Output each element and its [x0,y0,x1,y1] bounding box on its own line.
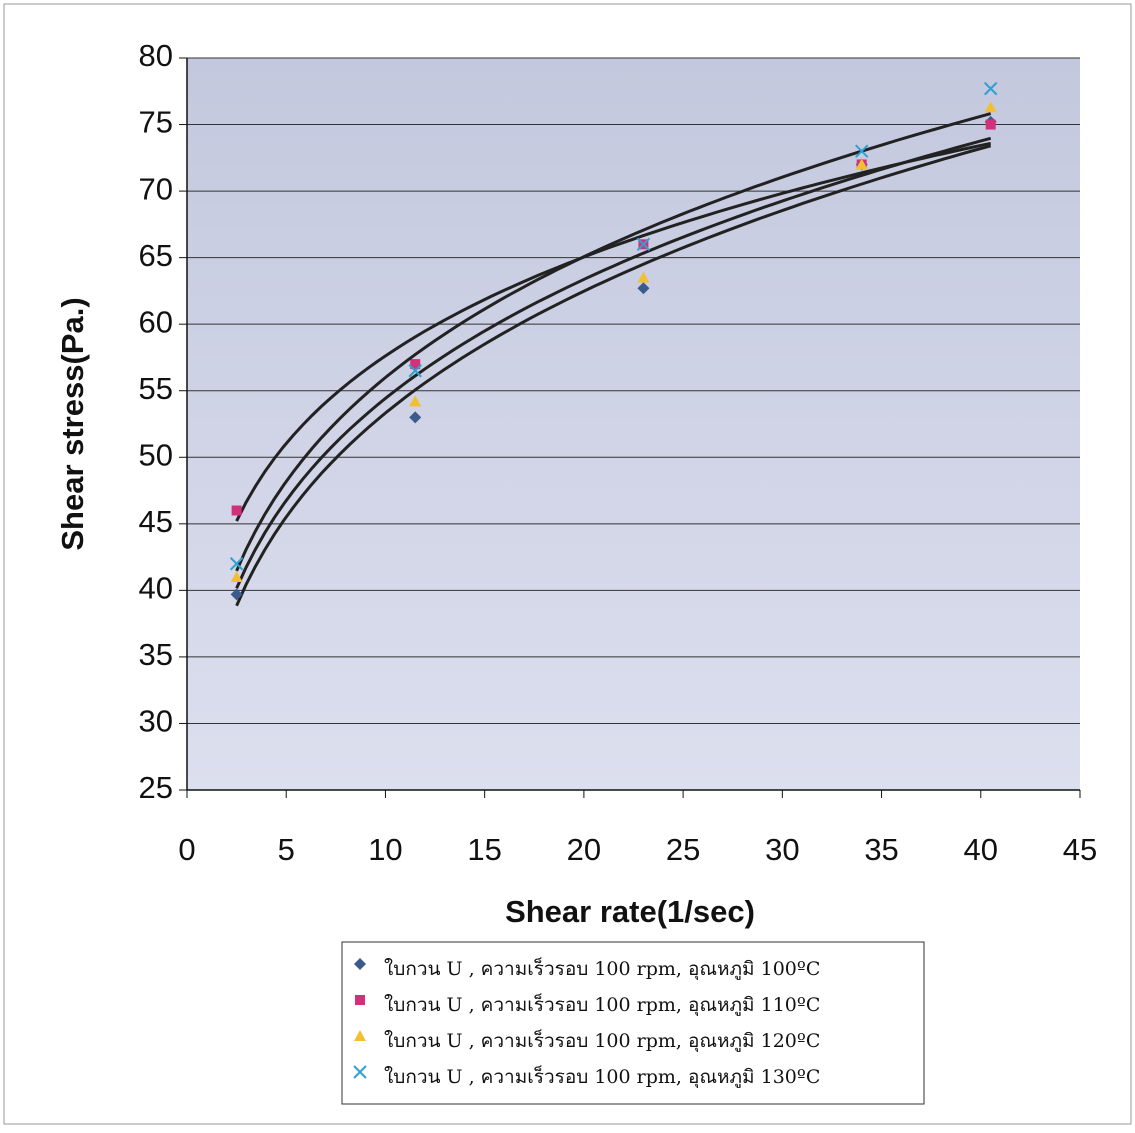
y-axis-title: Shear stress(Pa.) [55,297,90,550]
x-tick-label: 0 [178,832,195,867]
x-tick-label: 40 [964,832,998,867]
y-tick-label: 65 [139,238,173,273]
chart: Shear stress(Pa.) Shear rate(1/sec) 25 30… [0,0,1135,1128]
y-tick-label: 60 [139,304,173,339]
y-tick-label: 70 [139,171,173,206]
legend-label: ใบกวน U , ความเร็วรอบ 100 rpm, อุณหภูมิ … [384,992,820,1017]
x-tick-label: 5 [278,832,295,867]
y-tick-label: 25 [139,770,173,805]
legend-label: ใบกวน U , ความเร็วรอบ 100 rpm, อุณหภูมิ … [384,956,820,981]
marker [232,506,242,516]
marker [355,995,365,1005]
y-tick-label: 30 [139,704,173,739]
y-tick-label: 35 [139,637,173,672]
y-tick-label: 75 [139,105,173,140]
x-tick-label: 35 [864,832,898,867]
y-tick-label: 55 [139,371,173,406]
x-tick-label: 45 [1063,832,1097,867]
x-tick-label: 30 [765,832,799,867]
x-tick-label: 15 [467,832,501,867]
x-tick-label: 25 [666,832,700,867]
page: Shear stress(Pa.) Shear rate(1/sec) 25 30… [0,0,1135,1133]
y-tick-label: 80 [139,38,173,73]
legend-label: ใบกวน U , ความเร็วรอบ 100 rpm, อุณหภูมิ … [384,1064,820,1089]
y-tick-label: 45 [139,504,173,539]
y-tick-label: 50 [139,437,173,472]
x-tick-label: 20 [567,832,601,867]
plot-area [187,58,1080,790]
legend-label: ใบกวน U , ความเร็วรอบ 100 rpm, อุณหภูมิ … [384,1028,820,1053]
marker [986,120,996,130]
y-tick-label: 40 [139,571,173,606]
x-tick-label: 10 [368,832,402,867]
x-axis-title: Shear rate(1/sec) [505,894,755,929]
